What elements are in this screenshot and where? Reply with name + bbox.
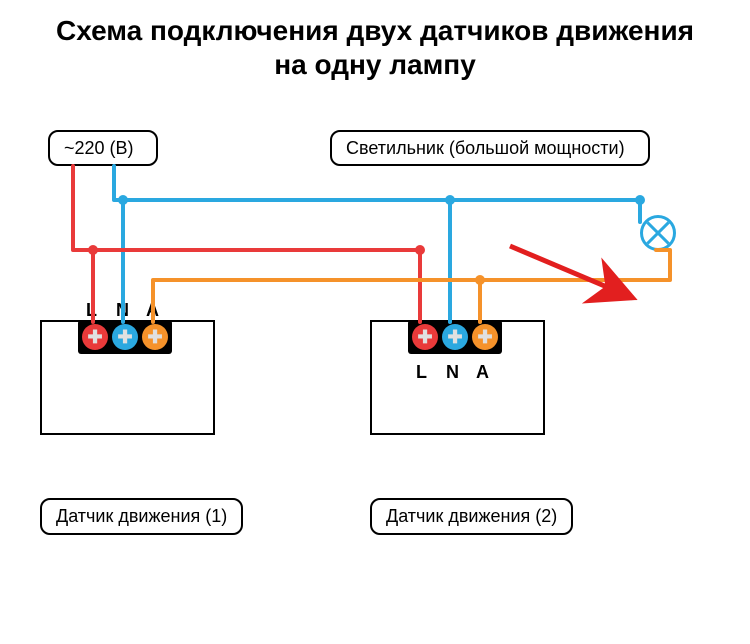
sensor2-terminal-L-label: L (416, 362, 427, 383)
terminal-N-icon: ✚ (442, 324, 468, 350)
sensor-1-label: Датчик движения (1) (40, 498, 243, 535)
sensor1-terminal-A-label: A (146, 300, 159, 321)
terminal-N-icon: ✚ (112, 324, 138, 350)
sensor2-terminal-strip: ✚ ✚ ✚ (408, 320, 502, 354)
title-line-2: на одну лампу (0, 48, 750, 82)
lamp-label: Светильник (большой мощности) (330, 130, 650, 166)
wiring-diagram (0, 0, 750, 563)
sensor1-terminal-L-label: L (86, 300, 97, 321)
terminal-A-icon: ✚ (472, 324, 498, 350)
sensor-2-label: Датчик движения (2) (370, 498, 573, 535)
terminal-L-icon: ✚ (412, 324, 438, 350)
diagram-title: Схема подключения двух датчиков движения… (0, 0, 750, 81)
sensor1-terminal-strip: ✚ ✚ ✚ (78, 320, 172, 354)
terminal-L-icon: ✚ (82, 324, 108, 350)
lamp-symbol-icon (640, 215, 676, 251)
sensor1-terminal-N-label: N (116, 300, 129, 321)
sensor2-terminal-N-label: N (446, 362, 459, 383)
title-line-1: Схема подключения двух датчиков движения (0, 14, 750, 48)
sensor2-terminal-A-label: A (476, 362, 489, 383)
supply-voltage-label: ~220 (В) (48, 130, 158, 166)
terminal-A-icon: ✚ (142, 324, 168, 350)
